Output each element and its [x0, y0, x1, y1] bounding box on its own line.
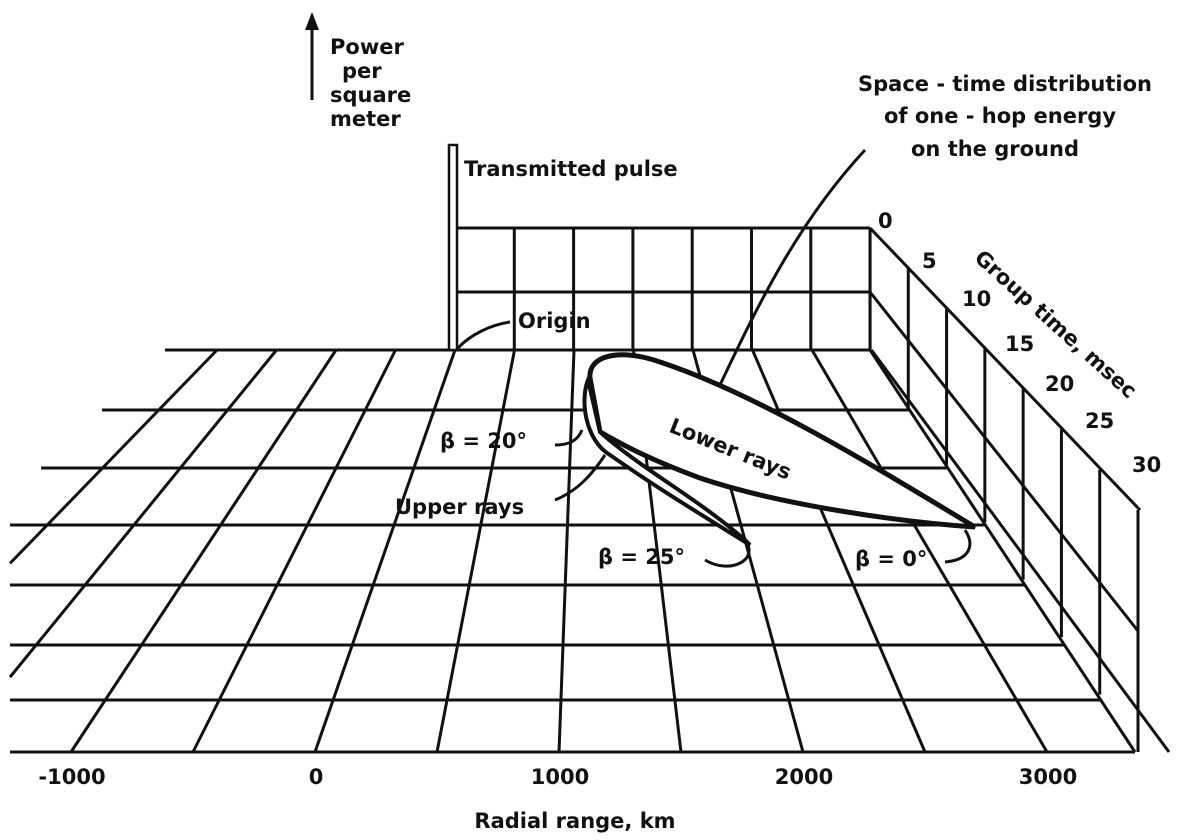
pulse	[447, 143, 459, 352]
grid-line	[868, 226, 1142, 512]
upper-rays-lobe	[582, 373, 752, 547]
group-time-tick: 5	[922, 249, 937, 273]
y-label: square	[330, 83, 411, 107]
range-tick: 0	[309, 765, 324, 789]
group-time-tick: 0	[878, 209, 893, 233]
grid-line	[8, 348, 219, 565]
range-tick: -1000	[38, 765, 105, 789]
range-tick: 3000	[1019, 765, 1077, 789]
grid-line	[313, 349, 457, 753]
grid	[8, 226, 1171, 754]
pointer	[704, 539, 751, 568]
y-label: Power	[330, 35, 404, 59]
upper-rays-label: Upper rays	[395, 495, 524, 519]
pointer	[456, 320, 511, 350]
grid-line	[868, 291, 1140, 632]
beta-label: β = 0°	[855, 547, 927, 571]
grid-line	[870, 349, 1171, 753]
arrow-head	[305, 12, 319, 30]
ticks: 0 5 10 15 20 25 30 -1000 0 1000 2000 3000	[38, 209, 1161, 789]
group-time-tick: 30	[1132, 453, 1161, 477]
grid-line	[69, 349, 338, 753]
range-tick: 1000	[531, 765, 589, 789]
distribution-label: of one - hop energy	[884, 104, 1116, 128]
grid-line	[435, 349, 516, 753]
lower-rays-lobe	[587, 352, 977, 530]
pointer	[944, 529, 972, 564]
y-label: per	[342, 59, 382, 83]
y-label: meter	[330, 107, 401, 131]
group-time-tick: 15	[1005, 332, 1034, 356]
range-label: Radial range, km	[474, 809, 675, 833]
grid-line	[191, 349, 397, 753]
distribution-label: Space - time distribution	[858, 72, 1152, 96]
beta-label: β = 25°	[598, 545, 685, 569]
pulse-label: Transmitted pulse	[464, 157, 678, 181]
pointer	[554, 429, 584, 447]
range-tick: 2000	[775, 765, 833, 789]
pointer	[554, 454, 607, 502]
grid-line	[810, 349, 1049, 753]
grid-line	[868, 349, 1137, 753]
distribution-label: on the ground	[911, 137, 1079, 161]
beta-label: β = 20°	[440, 429, 527, 453]
grid-line	[557, 349, 576, 753]
pointer	[718, 148, 867, 386]
grid-line	[8, 349, 278, 679]
origin-label: Origin	[518, 309, 591, 333]
group-time-tick: 10	[962, 287, 991, 311]
group-time-tick: 20	[1045, 372, 1074, 396]
group-time-tick: 25	[1085, 409, 1114, 433]
